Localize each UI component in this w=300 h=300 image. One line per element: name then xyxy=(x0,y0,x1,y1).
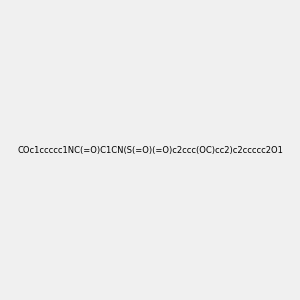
Text: COc1ccccc1NC(=O)C1CN(S(=O)(=O)c2ccc(OC)cc2)c2ccccc2O1: COc1ccccc1NC(=O)C1CN(S(=O)(=O)c2ccc(OC)c… xyxy=(17,146,283,154)
